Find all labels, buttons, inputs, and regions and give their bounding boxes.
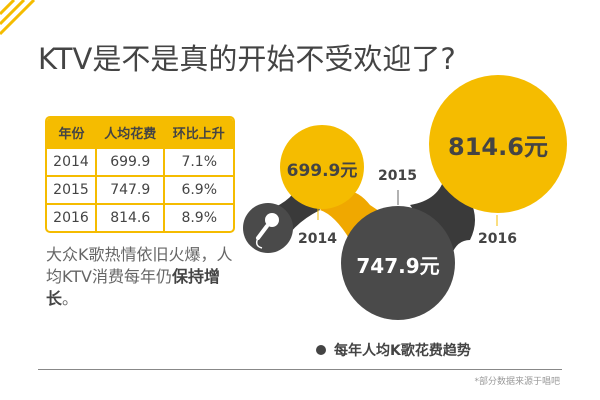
value-2014: 699.9元 xyxy=(286,161,358,181)
year-2016: 2016 xyxy=(478,231,517,247)
bubble-2016 xyxy=(429,75,567,213)
desc-bold: 保持增长 xyxy=(46,267,220,308)
description: 大众K歌热情依旧火爆，人均KTV消费每年仍保持增长。 xyxy=(46,244,236,310)
table-row: 2016 814.6 8.9% xyxy=(47,203,233,231)
desc-end: 。 xyxy=(62,289,79,308)
cell: 2015 xyxy=(47,175,97,205)
year-2014: 2014 xyxy=(298,231,337,247)
cell: 814.6 xyxy=(94,203,166,231)
value-2015: 747.9元 xyxy=(356,254,440,278)
cell: 699.9 xyxy=(94,147,166,177)
data-table: 年份 人均花费 环比上升 2014 699.9 7.1% 2015 747.9 6.9% 2… xyxy=(45,116,235,233)
footnote: *部分数据来源于唱吧 xyxy=(474,377,560,387)
year-2015: 2015 xyxy=(378,168,417,184)
cell: 2016 xyxy=(47,203,97,231)
legend-dot-icon xyxy=(316,345,326,355)
cell: 6.9% xyxy=(163,175,233,205)
cell: 7.1% xyxy=(163,147,233,177)
legend: 每年人均K歌花费趋势 xyxy=(316,340,471,360)
desc-text: 大众K歌热情依旧火爆，人均KTV消费每年仍 xyxy=(46,245,233,286)
cell: 2014 xyxy=(47,147,97,177)
col-header: 年份 xyxy=(47,118,96,148)
cell: 8.9% xyxy=(163,203,233,231)
table-row: 2015 747.9 6.9% xyxy=(47,175,233,205)
table-row: 2014 699.9 7.1% xyxy=(47,147,233,177)
microphone-icon xyxy=(255,213,279,249)
cell: 747.9 xyxy=(94,175,166,205)
col-header: 人均花费 xyxy=(96,118,165,148)
col-header: 环比上升 xyxy=(164,118,233,148)
divider xyxy=(38,369,562,370)
page-title: KTV是不是真的开始不受欢迎了? xyxy=(38,42,456,76)
legend-label: 每年人均K歌花费趋势 xyxy=(334,343,471,359)
corner-stripes xyxy=(0,0,36,36)
value-2016: 814.6元 xyxy=(448,133,548,161)
bubble-2015 xyxy=(341,206,455,320)
bubble-2014 xyxy=(280,125,364,209)
